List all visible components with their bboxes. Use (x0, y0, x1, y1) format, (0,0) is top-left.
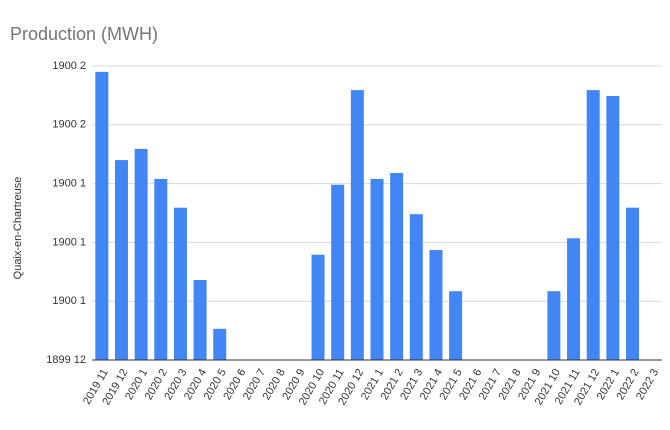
bar (567, 238, 581, 360)
y-tick-label: 1900 1 (52, 236, 86, 248)
bar (331, 184, 345, 360)
bar (95, 71, 109, 360)
bar (547, 291, 561, 360)
bar (154, 178, 168, 360)
bar (390, 173, 404, 360)
bar (449, 291, 463, 360)
bar (350, 90, 364, 360)
y-tick-label: 1900 2 (52, 60, 86, 72)
y-tick-label: 1899 12 (46, 354, 86, 366)
y-tick-label: 1900 1 (52, 178, 86, 190)
bar (586, 90, 600, 360)
bar (429, 250, 443, 360)
bar (370, 178, 384, 360)
bar (114, 160, 128, 360)
bar (193, 280, 207, 360)
bar (213, 328, 227, 360)
y-tick-label: 1900 2 (52, 119, 86, 131)
bar (173, 207, 187, 360)
bar (606, 95, 620, 360)
chart-title: Production (MWH) (10, 24, 158, 44)
bar (626, 207, 640, 360)
bar (134, 148, 148, 360)
bar (409, 214, 423, 360)
bar (311, 254, 325, 360)
y-axis-label: Quaix-en-Chartreuse (12, 177, 24, 280)
y-tick-label: 1900 1 (52, 295, 86, 307)
